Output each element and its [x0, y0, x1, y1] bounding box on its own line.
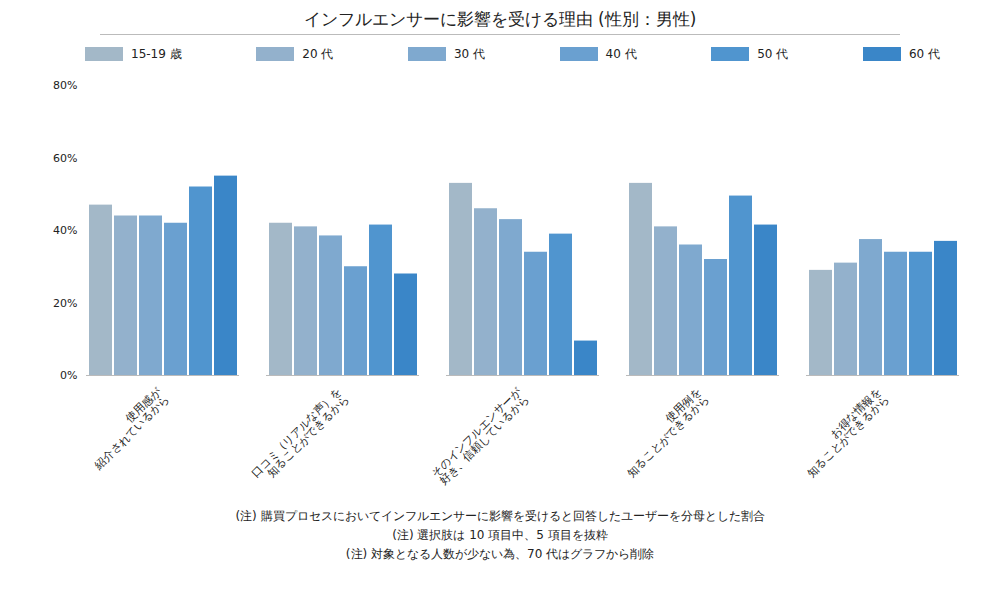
- svg-text:40%: 40%: [53, 224, 77, 237]
- svg-text:使用感が紹介されているから: 使用感が紹介されているから: [84, 384, 172, 472]
- html-text:30 代: 30 代: [453, 46, 485, 61]
- svg-text:0%: 0%: [60, 369, 77, 382]
- html-text:15-19 歳: 15-19 歳: [131, 46, 182, 61]
- svg-text:20%: 20%: [53, 297, 77, 310]
- svg-text:そのインフルエンサーが好き、信頼しているから: そのインフルエンサーが好き、信頼しているから: [429, 384, 532, 487]
- svg-text:使用例を知ることができるから: 使用例を知ることができるから: [617, 385, 712, 480]
- html-text:インフルエンサーに影響を受ける理由 (性別：男性): インフルエンサーに影響を受ける理由 (性別：男性): [303, 9, 697, 29]
- html-text:40 代: 40 代: [605, 46, 637, 61]
- svg-text:60%: 60%: [53, 152, 77, 165]
- html-text:(注) 選択肢は 10 項目中、5 項目を抜粋: (注) 選択肢は 10 項目中、5 項目を抜粋: [392, 528, 608, 542]
- svg-text:口コミ（リアルな声）を知ることができるから: 口コミ（リアルな声）を知ることができるから: [249, 385, 352, 488]
- svg-text:80%: 80%: [53, 79, 77, 92]
- svg-text:お得な情報を知ることができるから: お得な情報を知ることができるから: [797, 385, 892, 480]
- html-text:60 代: 60 代: [908, 46, 940, 61]
- html-text:50 代: 50 代: [757, 46, 789, 61]
- html-text:(注) 対象となる人数が少ない為、70 代はグラフから削除: (注) 対象となる人数が少ない為、70 代はグラフから削除: [345, 547, 655, 561]
- html-text:(注) 購買プロセスにおいてインフルエンサーに影響を受けると: (注) 購買プロセスにおいてインフルエンサーに影響を受けると回答したユーザーを分…: [235, 509, 765, 523]
- html-text:20 代: 20 代: [302, 46, 334, 61]
